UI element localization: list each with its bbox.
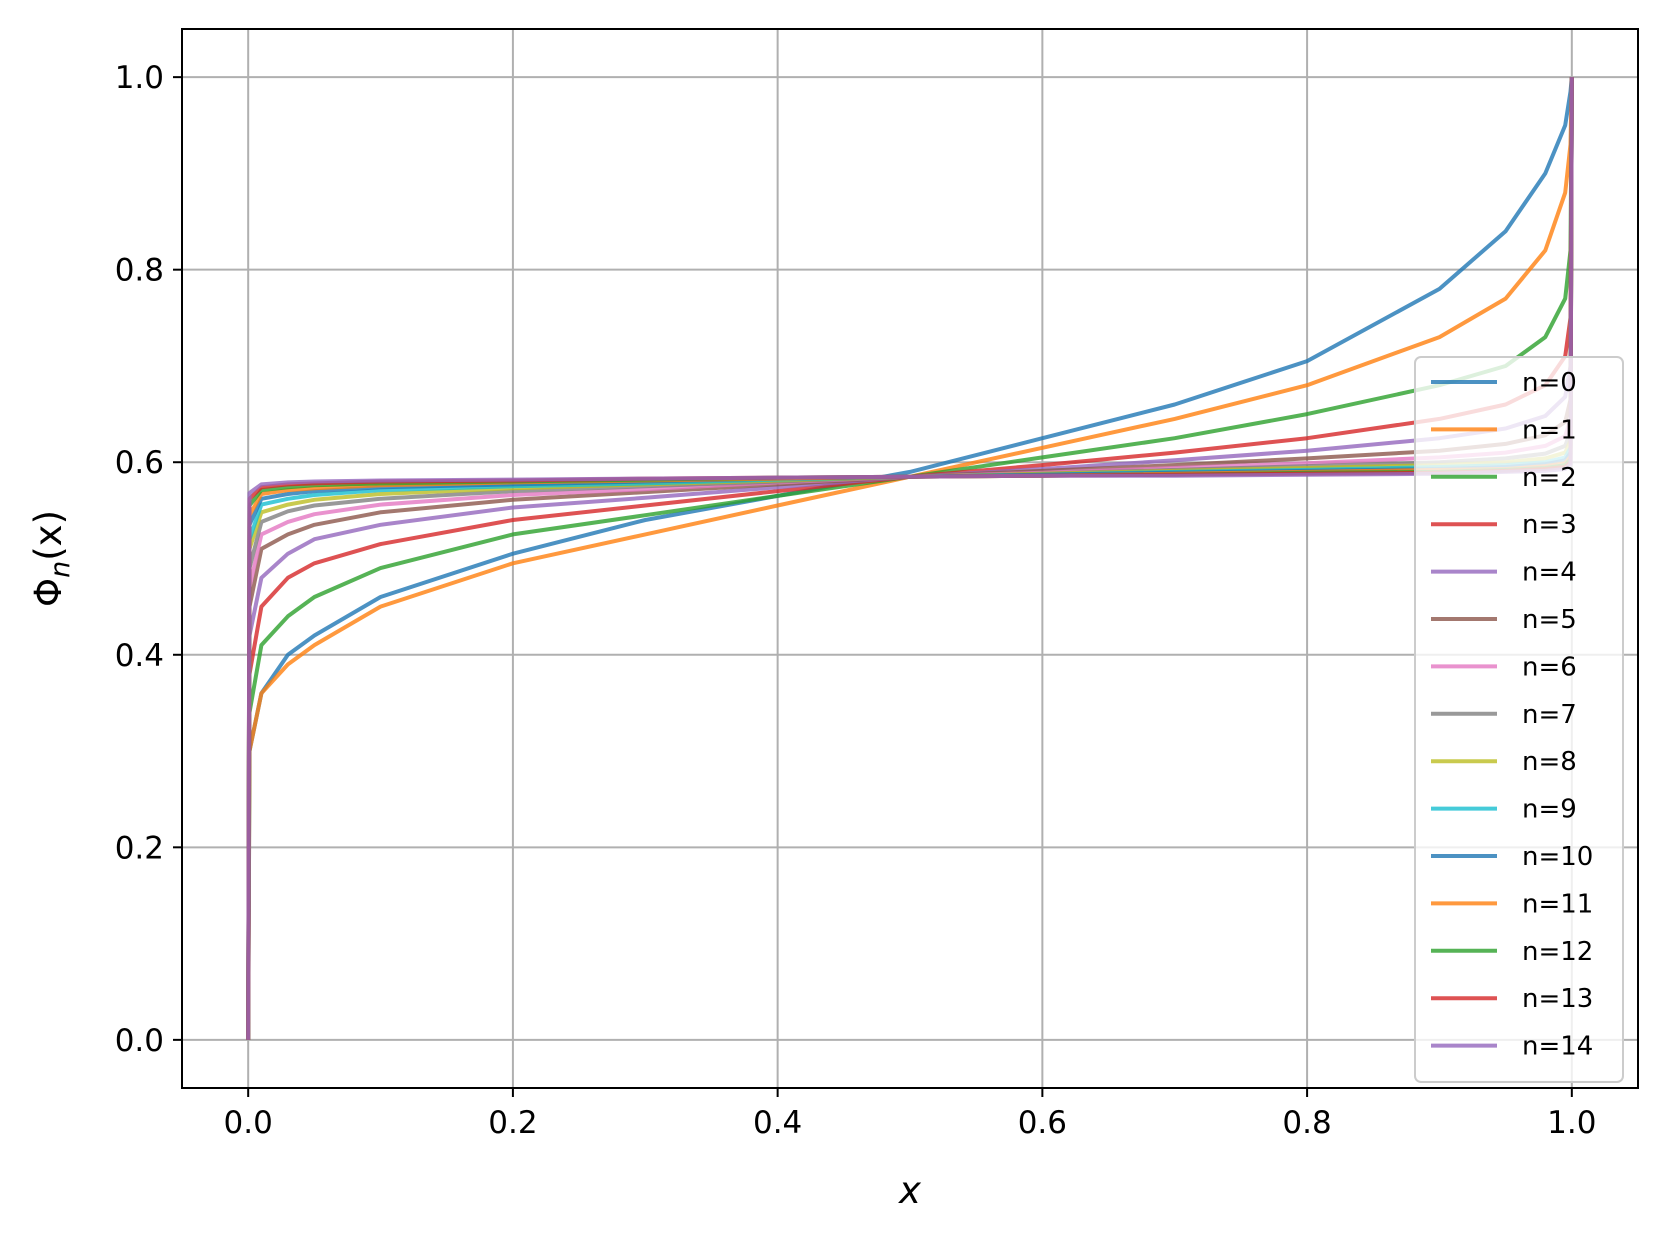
x-tick-label: 0.6	[1018, 1105, 1067, 1141]
x-tick-label: 0.8	[1282, 1105, 1331, 1141]
x-tick-label: 0.4	[753, 1105, 802, 1141]
legend-label: n=10	[1522, 842, 1593, 872]
legend-label: n=12	[1522, 937, 1593, 967]
series-line-n-10	[246, 77, 1574, 1040]
x-tick-label: 0.0	[224, 1105, 273, 1141]
x-tick-label: 1.0	[1547, 1105, 1596, 1141]
y-tick-label: 0.6	[115, 445, 164, 481]
series-line-n-1	[246, 77, 1574, 1040]
series-line-n-9	[246, 77, 1574, 1040]
series-line-n-3	[246, 77, 1574, 1040]
y-tick-label: 1.0	[115, 60, 164, 96]
y-axis-label-subscript: n	[45, 561, 76, 578]
legend-label: n=7	[1522, 700, 1577, 730]
series-line-n-5	[246, 77, 1574, 1040]
series-line-n-6	[246, 77, 1574, 1040]
y-axis-label-symbol: Φ	[27, 578, 70, 607]
x-axis-label: x	[898, 1169, 922, 1212]
series-line-n-2	[246, 77, 1574, 1040]
plot-frame	[181, 28, 1639, 1089]
y-axis-label-argument: (x)	[27, 510, 70, 561]
y-tick-label: 0.4	[115, 638, 164, 674]
legend-label: n=2	[1522, 463, 1577, 493]
series-line-n-0	[246, 76, 1574, 1040]
legend-label: n=9	[1522, 795, 1577, 825]
legend-label: n=1	[1522, 415, 1577, 445]
x-tick-label: 0.2	[488, 1105, 537, 1141]
series-line-n-7	[246, 77, 1574, 1040]
legend-label: n=5	[1522, 605, 1577, 635]
series-lines	[246, 76, 1574, 1040]
legend-label: n=11	[1522, 889, 1593, 919]
legend-label: n=8	[1522, 747, 1577, 777]
legend-label: n=3	[1522, 510, 1577, 540]
y-axis-label: Φn(x)	[27, 510, 76, 607]
x-axis-ticks: 0.0 0.2 0.4 0.6 0.8 1.0	[224, 1088, 1596, 1141]
series-line-n-12	[246, 77, 1574, 1040]
legend-label: n=0	[1522, 368, 1577, 398]
legend-box	[1414, 356, 1624, 1083]
series-line-n-4	[246, 77, 1574, 1040]
legend-label: n=14	[1522, 1032, 1593, 1062]
legend: n=0 n=1 n=2 n=3 n=4 n=5 n=6 n=7 n=8 n=9 n=10 n=11 n=…	[1414, 356, 1624, 1083]
y-axis-ticks: 0.0 0.2 0.4 0.6 0.8 1.0	[115, 60, 182, 1059]
y-tick-label: 0.0	[115, 1023, 164, 1059]
series-line-n-11	[246, 77, 1574, 1040]
y-tick-label: 0.8	[115, 253, 164, 289]
series-line-n-8	[246, 77, 1574, 1040]
legend-label: n=6	[1522, 652, 1577, 682]
series-line-n-13	[246, 77, 1574, 1040]
legend-label: n=13	[1522, 984, 1593, 1014]
y-tick-label: 0.2	[115, 830, 164, 866]
legend-label: n=4	[1522, 558, 1577, 588]
series-line-n-14	[246, 77, 1574, 1040]
